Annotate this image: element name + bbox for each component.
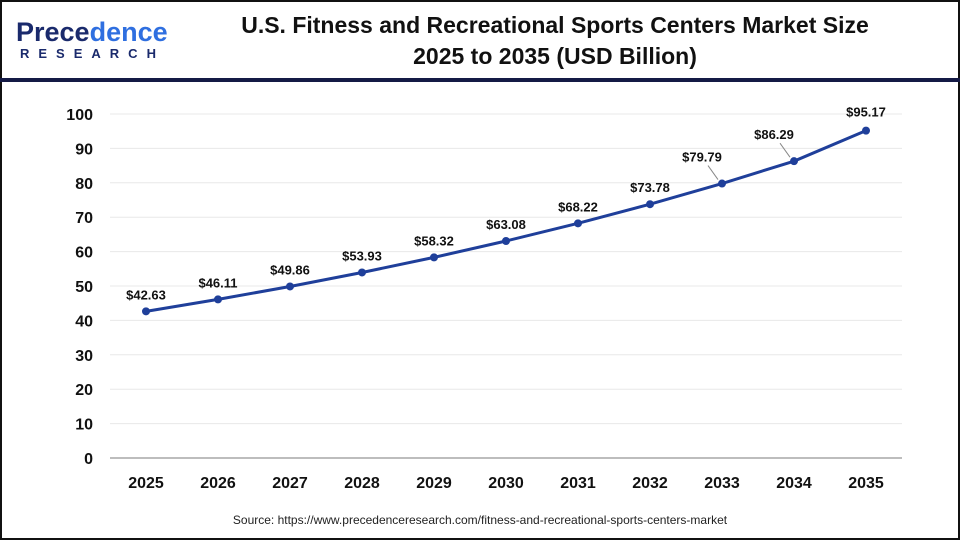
data-point (646, 200, 654, 209)
x-tick-label: 2032 (632, 475, 668, 492)
logo-text-a: Prece (16, 17, 90, 47)
y-tick-label: 70 (75, 210, 93, 227)
data-point (142, 307, 150, 316)
y-tick-label: 100 (66, 107, 93, 124)
data-label: $95.17 (846, 105, 886, 120)
data-label: $42.63 (126, 287, 166, 302)
data-label: $86.29 (754, 127, 794, 142)
data-point (718, 179, 726, 188)
y-tick-label: 80 (75, 176, 93, 193)
source-text: Source: https://www.precedenceresearch.c… (232, 513, 728, 527)
y-tick-label: 30 (75, 348, 93, 365)
x-tick-label: 2031 (560, 475, 596, 492)
data-point (358, 268, 366, 277)
x-tick-label: 2033 (704, 475, 740, 492)
data-label: $58.32 (414, 233, 454, 248)
header-rule (0, 78, 960, 82)
x-tick-label: 2030 (488, 475, 524, 492)
data-label: $68.22 (558, 199, 598, 214)
data-label: $53.93 (342, 248, 382, 263)
data-point (574, 219, 582, 228)
data-label: $79.79 (682, 150, 722, 165)
leader-line (707, 165, 719, 180)
data-label: $49.86 (270, 262, 310, 277)
y-tick-label: 0 (84, 451, 93, 468)
data-point (214, 295, 222, 304)
x-tick-label: 2034 (776, 475, 812, 492)
precedence-research-logo: Precedence RESEARCH (16, 18, 168, 61)
y-tick-label: 60 (75, 245, 93, 262)
title-line-2: 2025 to 2035 (USD Billion) (413, 43, 697, 69)
y-tick-label: 40 (75, 313, 93, 330)
data-label: $63.08 (486, 217, 526, 232)
data-point (790, 157, 798, 166)
y-tick-label: 10 (75, 417, 93, 434)
x-tick-label: 2025 (128, 475, 164, 492)
logo-subtext: RESEARCH (20, 46, 165, 61)
data-label: $46.11 (198, 275, 237, 290)
x-tick-label: 2035 (848, 475, 884, 492)
data-point (286, 282, 294, 291)
chart-title: U.S. Fitness and Recreational Sports Cen… (200, 10, 910, 72)
x-tick-label: 2029 (416, 475, 452, 492)
x-tick-label: 2028 (344, 475, 380, 492)
data-label: $73.78 (630, 180, 670, 195)
title-line-1: U.S. Fitness and Recreational Sports Cen… (241, 12, 869, 38)
leader-line (779, 142, 791, 158)
x-tick-label: 2026 (200, 475, 236, 492)
data-point (862, 126, 870, 135)
y-tick-label: 90 (75, 141, 93, 158)
y-tick-label: 50 (75, 279, 93, 296)
data-point (502, 237, 510, 246)
logo-text-b: dence (89, 17, 168, 47)
y-tick-label: 20 (75, 382, 93, 399)
x-tick-label: 2027 (272, 475, 308, 492)
data-point (430, 253, 438, 262)
